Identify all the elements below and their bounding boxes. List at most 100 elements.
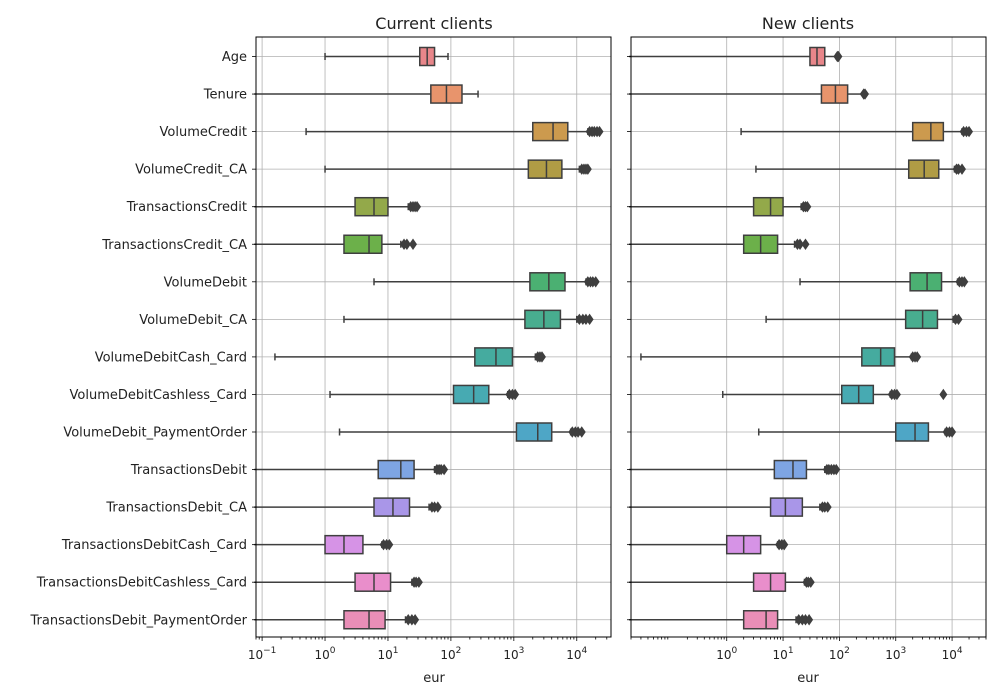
box-iqr bbox=[474, 347, 514, 367]
y-axis-labels: Age Tenure VolumeCredit VolumeCredit_CA Tran… bbox=[30, 50, 248, 628]
box-transactions-debit bbox=[254, 459, 449, 480]
box-iqr bbox=[742, 610, 779, 630]
x-tick-label: 102 bbox=[440, 646, 461, 662]
box-transactions-debit-ca bbox=[629, 497, 832, 517]
y-tick-label-transactions-debit-payment-order: TransactionsDebit_PaymentOrder bbox=[30, 613, 248, 628]
boxes-new-clients bbox=[629, 46, 974, 630]
box-iqr bbox=[354, 572, 392, 592]
x-axis-ticks-new-clients: 100 101 102 103 104 bbox=[627, 56, 987, 662]
outlier-point bbox=[939, 388, 948, 401]
box-iqr bbox=[377, 459, 415, 480]
box-iqr bbox=[909, 272, 943, 292]
box-volume-credit bbox=[305, 121, 604, 142]
box-transactions-debit-cash-card bbox=[254, 534, 394, 555]
box-volume-credit-ca bbox=[755, 159, 966, 179]
y-tick-label-volume-debit-cash-card: VolumeDebitCash_Card bbox=[95, 350, 247, 365]
outlier-point bbox=[413, 201, 422, 213]
x-tick-label: 100 bbox=[315, 646, 336, 662]
plot-frame-current-clients bbox=[255, 36, 612, 638]
chart-title-new-clients: New clients bbox=[762, 14, 854, 33]
box-volume-debit-ca bbox=[765, 309, 963, 330]
box-tenure bbox=[254, 84, 479, 104]
y-tick-label-transactions-debit-cashless-card: TransactionsDebitCashless_Card bbox=[36, 576, 247, 591]
outlier-point bbox=[801, 238, 810, 250]
outlier-point bbox=[861, 88, 870, 100]
y-tick-label-tenure: Tenure bbox=[203, 88, 247, 103]
box-iqr bbox=[529, 272, 566, 292]
x-tick-label: 10−1 bbox=[248, 646, 277, 662]
panel-new-clients: New clients eur 100 101 102 103 104 bbox=[627, 14, 987, 686]
outlier-point bbox=[577, 426, 586, 438]
plot-frame-new-clients bbox=[630, 36, 987, 638]
chart-title-current-clients: Current clients bbox=[375, 14, 492, 33]
box-iqr bbox=[894, 422, 930, 442]
box-iqr bbox=[769, 497, 804, 517]
box-tenure bbox=[629, 84, 870, 104]
box-iqr bbox=[515, 422, 553, 442]
box-volume-debit bbox=[799, 272, 969, 292]
x-tick-label: 101 bbox=[773, 646, 794, 662]
outlier-point bbox=[958, 163, 966, 175]
outlier-point bbox=[780, 538, 789, 551]
box-volume-debit-cashless-card bbox=[329, 384, 520, 405]
box-transactions-debit-ca bbox=[254, 497, 442, 517]
box-transactions-debit-cashless-card bbox=[629, 572, 815, 592]
outlier-point bbox=[385, 538, 394, 551]
outlier-point bbox=[591, 276, 600, 288]
x-tick-label: 103 bbox=[885, 646, 906, 662]
outlier-point bbox=[960, 276, 969, 288]
x-tick-label: 100 bbox=[716, 646, 737, 662]
y-tick-label-volume-credit: VolumeCredit bbox=[160, 125, 247, 140]
box-age bbox=[324, 46, 449, 67]
box-volume-debit-ca bbox=[343, 309, 594, 330]
box-transactions-debit-cash-card bbox=[629, 534, 789, 555]
box-iqr bbox=[773, 459, 808, 480]
y-tick-label-transactions-debit-ca: TransactionsDebit_CA bbox=[105, 501, 247, 516]
x-tick-label: 101 bbox=[377, 646, 398, 662]
outlier-point bbox=[433, 501, 442, 513]
box-iqr bbox=[911, 121, 945, 142]
x-tick-label: 103 bbox=[503, 646, 524, 662]
box-iqr bbox=[820, 84, 849, 104]
y-tick-label-age: Age bbox=[222, 50, 247, 65]
box-volume-debit-payment-order bbox=[338, 422, 586, 442]
box-transactions-credit-ca bbox=[254, 234, 417, 254]
x-axis-ticks-current-clients: 10−1 100 101 102 103 104 bbox=[248, 56, 608, 662]
outlier-point bbox=[537, 351, 546, 363]
box-iqr bbox=[343, 610, 386, 630]
box-iqr bbox=[861, 347, 896, 367]
outlier-point bbox=[806, 576, 815, 588]
box-iqr bbox=[532, 121, 569, 142]
box-volume-debit bbox=[373, 272, 600, 292]
y-tick-label-transactions-credit: TransactionsCredit bbox=[126, 200, 247, 215]
outlier-point bbox=[440, 463, 449, 476]
outlier-point bbox=[834, 50, 843, 63]
box-volume-debit-cashless-card bbox=[721, 384, 948, 405]
box-age bbox=[629, 46, 843, 67]
outlier-point bbox=[511, 388, 520, 401]
y-tick-label-transactions-debit: TransactionsDebit bbox=[130, 463, 247, 478]
outlier-point bbox=[954, 313, 963, 326]
box-transactions-credit-ca bbox=[629, 234, 810, 254]
x-axis-label-current-clients: eur bbox=[423, 671, 445, 686]
outlier-point bbox=[583, 163, 592, 175]
box-volume-credit-ca bbox=[324, 159, 592, 179]
outlier-point bbox=[585, 313, 594, 326]
outlier-point bbox=[411, 614, 420, 626]
x-tick-label: 104 bbox=[566, 646, 587, 662]
box-transactions-debit-payment-order bbox=[629, 610, 814, 630]
y-tick-label-transactions-debit-cash-card: TransactionsDebitCash_Card bbox=[61, 538, 247, 553]
outlier-point bbox=[803, 201, 812, 213]
x-tick-label: 104 bbox=[942, 646, 963, 662]
y-tick-label-volume-debit-cashless-card: VolumeDebitCashless_Card bbox=[70, 388, 247, 403]
box-volume-credit bbox=[740, 121, 974, 142]
outlier-point bbox=[409, 238, 417, 250]
box-iqr bbox=[343, 234, 383, 254]
x-axis-label-new-clients: eur bbox=[797, 671, 819, 686]
outlier-point bbox=[913, 351, 922, 363]
box-iqr bbox=[904, 309, 939, 330]
outlier-point bbox=[805, 614, 814, 626]
y-tick-label-transactions-credit-ca: TransactionsCredit_CA bbox=[101, 238, 247, 253]
box-transactions-credit bbox=[254, 196, 422, 217]
